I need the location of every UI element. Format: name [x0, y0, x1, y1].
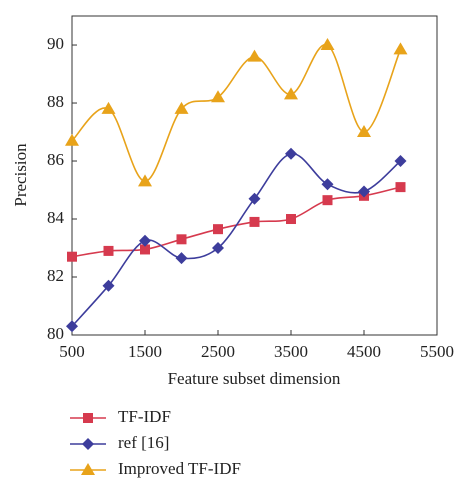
marker-diamond: [394, 155, 407, 168]
marker-diamond: [212, 242, 224, 255]
marker-triangle: [65, 133, 79, 146]
marker-square: [140, 244, 150, 255]
marker-square: [249, 216, 260, 227]
marker-diamond: [82, 438, 94, 450]
x-tick-label: 5500: [420, 342, 454, 361]
marker-diamond: [102, 279, 115, 292]
marker-triangle: [101, 101, 116, 114]
x-tick-label: 3500: [274, 342, 308, 361]
marker-triangle: [174, 101, 189, 114]
marker-square: [103, 245, 114, 256]
y-tick-label: 82: [47, 266, 64, 285]
marker-triangle: [320, 38, 335, 51]
x-tick-label: 500: [59, 342, 85, 361]
y-tick-label: 80: [47, 324, 64, 343]
y-tick-label: 90: [47, 34, 64, 53]
marker-diamond: [285, 147, 297, 160]
legend-label: Improved TF-IDF: [118, 459, 241, 478]
marker-square: [67, 251, 77, 262]
marker-square: [213, 224, 223, 235]
marker-triangle: [284, 87, 298, 100]
marker-square: [176, 234, 187, 245]
y-axis-label: Precision: [11, 143, 30, 207]
series-line: [71, 152, 402, 327]
marker-diamond: [321, 178, 334, 191]
x-tick-label: 1500: [128, 342, 162, 361]
series-line: [71, 186, 401, 258]
marker-diamond: [358, 185, 370, 198]
marker-square: [395, 182, 406, 193]
marker-square: [286, 214, 296, 225]
marker-diamond: [175, 252, 188, 265]
marker-diamond: [66, 320, 78, 333]
plot-frame: [71, 15, 438, 336]
marker-triangle: [211, 90, 225, 103]
marker-diamond: [248, 192, 261, 205]
marker-triangle: [247, 49, 262, 62]
y-tick-label: 88: [47, 92, 64, 111]
marker-triangle: [81, 463, 95, 475]
y-tick-label: 86: [47, 150, 64, 169]
legend-label: ref [16]: [118, 433, 169, 452]
marker-triangle: [357, 125, 371, 138]
legend-label: TF-IDF: [118, 407, 171, 426]
series-line: [71, 44, 402, 183]
marker-square: [83, 413, 93, 423]
x-tick-label: 4500: [347, 342, 381, 361]
marker-triangle: [393, 42, 408, 55]
marker-triangle: [138, 174, 152, 187]
marker-diamond: [139, 234, 151, 247]
x-tick-label: 2500: [201, 342, 235, 361]
marker-square: [322, 195, 333, 206]
y-tick-label: 84: [47, 208, 65, 227]
x-axis-label: Feature subset dimension: [168, 369, 341, 388]
